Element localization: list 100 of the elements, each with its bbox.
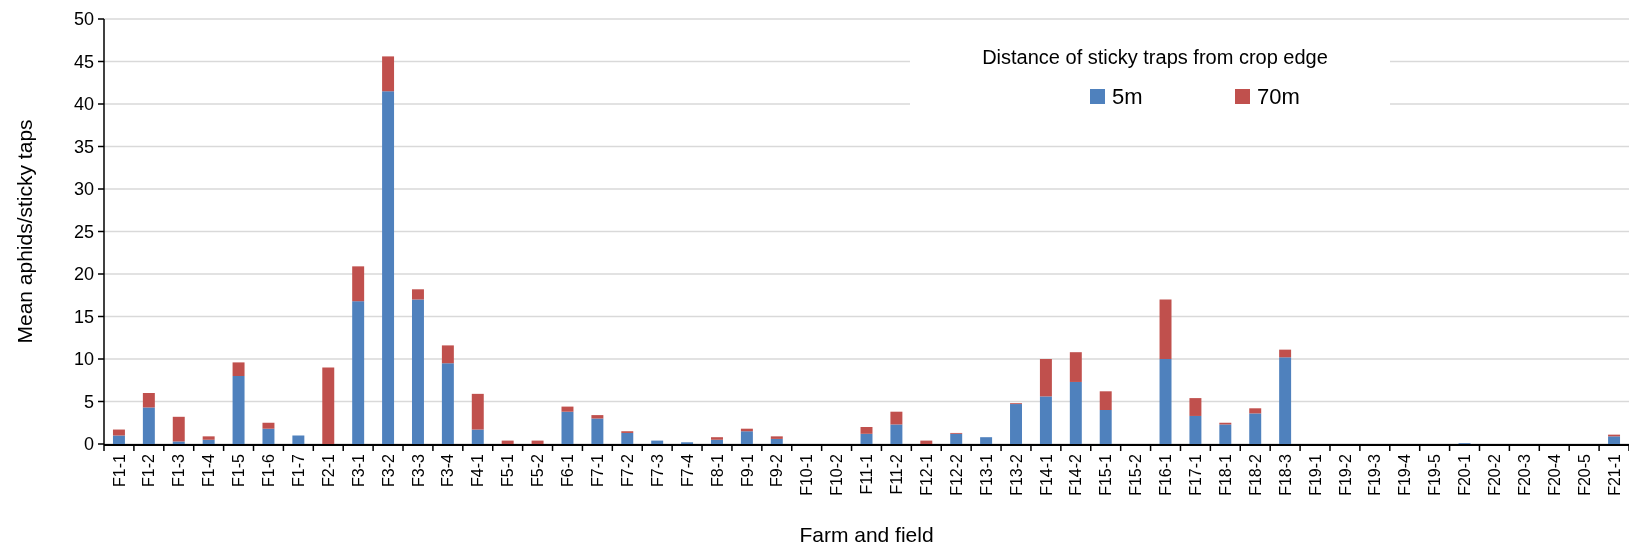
bar [950, 433, 963, 444]
x-tick-label: F5-2 [529, 453, 547, 487]
x-tick-label: F13-1 [977, 453, 995, 496]
x-tick-label: F1-5 [230, 453, 248, 487]
bar [980, 437, 993, 444]
bar [441, 345, 454, 364]
bar [352, 301, 365, 444]
bar [202, 439, 215, 444]
bar [711, 437, 723, 440]
bar [1249, 408, 1262, 414]
bar [471, 429, 484, 444]
bar [411, 289, 424, 300]
bar [770, 438, 783, 444]
y-axis-title: Mean aphids/sticky taps [13, 119, 36, 344]
bar [591, 418, 604, 444]
legend-label: 70m [1257, 84, 1300, 109]
y-tick-label: 45 [73, 51, 94, 72]
x-tick-label: F7-3 [648, 453, 666, 487]
x-tick-label: F20-3 [1515, 453, 1533, 496]
x-tick-label: F15-2 [1127, 453, 1145, 496]
legend-title: Distance of sticky traps from crop edge [982, 46, 1328, 68]
bar [1159, 359, 1172, 444]
x-tick-label: F3-2 [379, 453, 397, 487]
bar [112, 435, 125, 444]
bar [232, 376, 245, 444]
bar [112, 429, 125, 436]
bar [711, 439, 723, 444]
x-tick-label: F19-5 [1426, 453, 1444, 496]
bar [352, 266, 365, 302]
x-tick-label: F4-1 [469, 453, 487, 487]
bar [411, 299, 424, 444]
x-tick-label: F7-4 [678, 453, 696, 487]
bar [591, 415, 604, 419]
bar [1249, 413, 1262, 444]
x-tick-label: F19-3 [1366, 453, 1384, 496]
x-tick-label: F5-1 [499, 453, 517, 487]
bar [561, 411, 574, 444]
bar [262, 428, 275, 444]
y-tick-label: 20 [73, 264, 94, 285]
bar [292, 435, 305, 444]
bar [1189, 398, 1202, 416]
x-tick-label: F20-4 [1545, 453, 1563, 496]
x-tick-label: F11-1 [858, 453, 876, 495]
y-tick-label: 40 [73, 94, 94, 115]
x-tick-label: F1-1 [110, 453, 128, 487]
bar [1039, 359, 1052, 397]
bar [172, 416, 185, 442]
bar [382, 91, 395, 444]
x-tick-label: F16-1 [1157, 453, 1175, 496]
y-tick-label: 50 [73, 9, 94, 30]
bar [1099, 391, 1112, 410]
x-tick-label: F7-1 [588, 453, 606, 487]
bar [890, 424, 903, 444]
x-tick-label: F1-4 [200, 453, 218, 487]
x-tick-label: F2-1 [319, 453, 337, 487]
bar [142, 393, 155, 408]
x-tick-label: F20-5 [1575, 453, 1593, 496]
bar [142, 407, 155, 444]
x-tick-label: F18-1 [1216, 453, 1234, 496]
x-tick-label: F8-1 [708, 453, 726, 487]
bar [1069, 352, 1082, 382]
x-tick-label: F20-2 [1486, 453, 1504, 496]
x-tick-label: F15-1 [1097, 453, 1115, 496]
y-tick-label: 25 [73, 221, 94, 242]
x-tick-label: F1-6 [260, 453, 278, 487]
x-tick-label: F13-2 [1007, 453, 1025, 496]
bar [1010, 404, 1022, 444]
bar [232, 362, 245, 376]
x-tick-label: F14-1 [1037, 453, 1055, 496]
x-tick-label: F14-2 [1067, 453, 1085, 496]
x-tick-label: F18-2 [1246, 453, 1264, 496]
bar [1069, 381, 1082, 444]
x-tick-label: F11-2 [888, 453, 905, 495]
bar [860, 427, 873, 434]
y-tick-label: 0 [83, 434, 94, 455]
x-tick-label: F9-2 [768, 453, 786, 487]
x-tick-label: F18-3 [1276, 453, 1294, 496]
x-tick-label: F17-1 [1187, 453, 1205, 496]
bar [860, 433, 873, 444]
bar [621, 432, 634, 444]
x-tick-label: F12-2 [947, 453, 965, 496]
x-tick-label: F3-4 [439, 453, 457, 487]
bar [1608, 436, 1621, 444]
x-tick-label: F1-3 [170, 453, 188, 487]
bar [770, 436, 783, 439]
y-tick-label: 10 [73, 349, 94, 370]
bar [382, 56, 395, 92]
bar [1279, 349, 1292, 358]
bar [202, 436, 215, 440]
x-tick-label: F20-1 [1456, 453, 1474, 496]
y-tick-label: 35 [73, 136, 94, 157]
x-tick-label: F19-1 [1306, 453, 1324, 496]
x-tick-label: F19-2 [1336, 453, 1354, 496]
bar [1159, 299, 1172, 359]
x-tick-label: F21-1 [1605, 453, 1623, 496]
bar [441, 363, 454, 444]
bar [1219, 424, 1232, 444]
x-tick-label: F1-2 [140, 453, 158, 487]
legend-label: 5m [1112, 84, 1143, 109]
bar [1279, 357, 1292, 444]
